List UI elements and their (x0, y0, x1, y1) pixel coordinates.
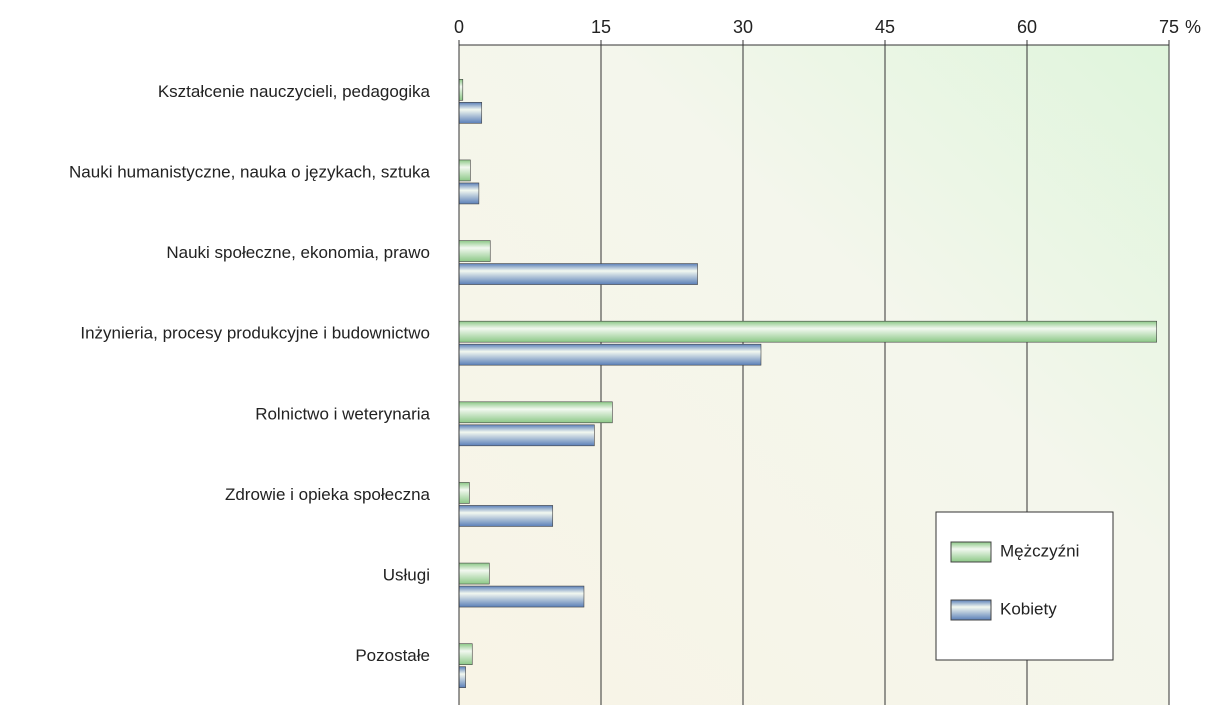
x-tick-label: 60 (1017, 17, 1037, 37)
bar (458, 263, 698, 285)
y-tick-label: Rolnictwo i weterynaria (255, 404, 430, 423)
bar (458, 585, 585, 608)
bar (458, 102, 483, 124)
bar (458, 320, 1157, 343)
y-tick-label: Usługi (383, 566, 430, 585)
bar (458, 343, 762, 366)
axis-unit: % (1185, 17, 1201, 37)
y-tick-label: Nauki społeczne, ekonomia, prawo (166, 243, 430, 262)
y-tick-label: Zdrowie i opieka społeczna (225, 485, 431, 504)
x-tick-label: 75 (1159, 17, 1179, 37)
legend-box (935, 511, 1114, 661)
x-tick-label: 0 (454, 17, 464, 37)
bar (458, 79, 464, 101)
bar (458, 643, 473, 665)
bar (458, 482, 470, 504)
y-tick-label: Nauki humanistyczne, nauka o językach, s… (69, 162, 431, 181)
legend-label: Mężczyźni (1000, 541, 1079, 560)
y-tick-label: Pozostałe (355, 646, 430, 665)
bar (458, 401, 613, 424)
y-tick-label: Kształcenie nauczycieli, pedagogika (158, 82, 431, 101)
x-tick-label: 30 (733, 17, 753, 37)
y-tick-label: Inżynieria, procesy produkcyjne i budown… (80, 324, 430, 343)
bar (458, 424, 595, 447)
bar (458, 159, 471, 182)
legend-label: Kobiety (1000, 599, 1057, 618)
bar (458, 505, 554, 527)
x-tick-label: 15 (591, 17, 611, 37)
legend-swatch (950, 541, 992, 563)
legend-swatch (950, 599, 992, 621)
bar (458, 562, 490, 585)
bar (458, 666, 466, 688)
bar (458, 182, 480, 205)
bar (458, 240, 491, 262)
x-tick-label: 45 (875, 17, 895, 37)
